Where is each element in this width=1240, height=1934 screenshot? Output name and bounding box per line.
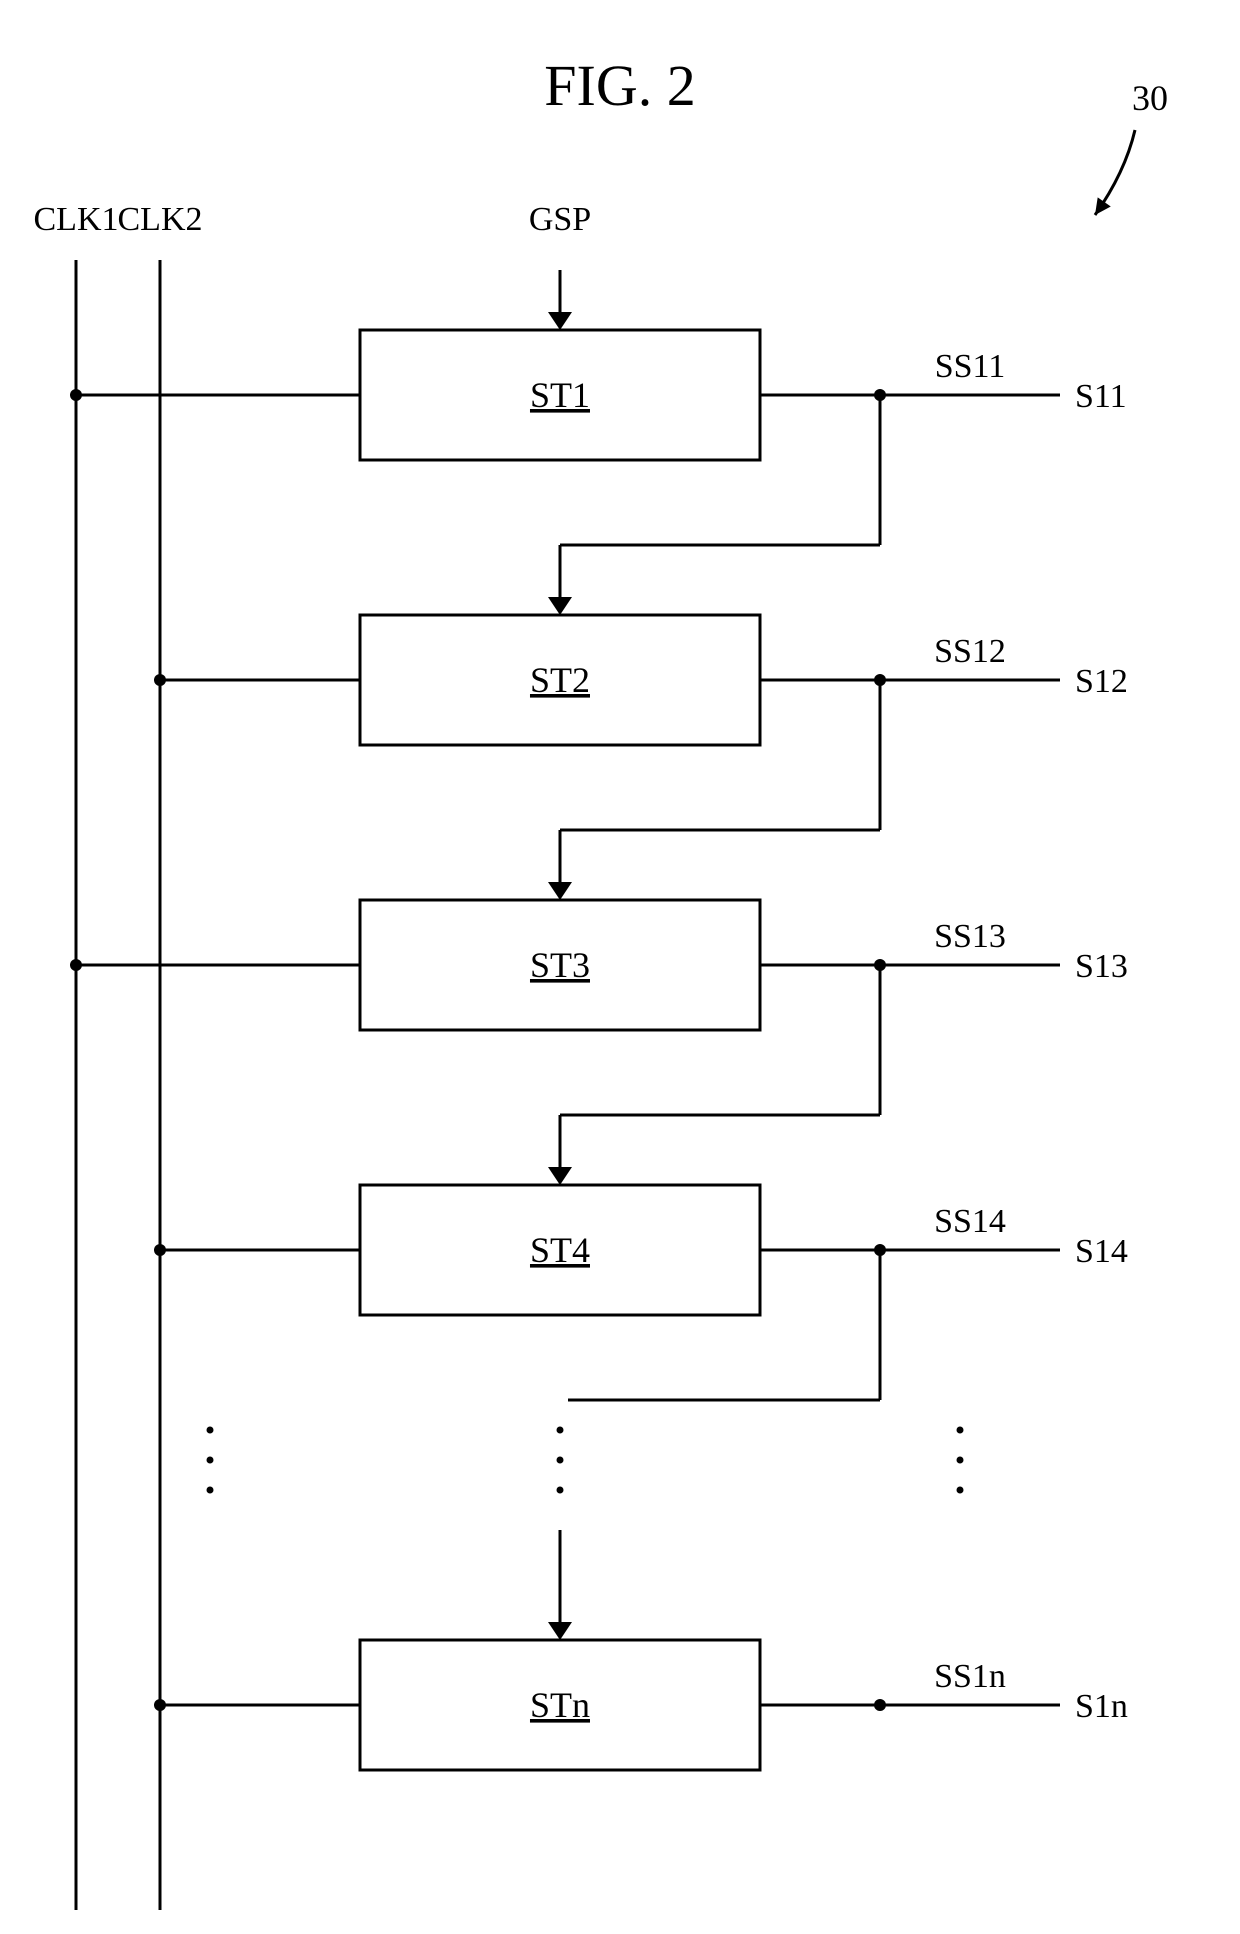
ellipsis-dot bbox=[557, 1457, 564, 1464]
ellipsis-dot bbox=[557, 1487, 564, 1494]
gsp-label: GSP bbox=[529, 201, 591, 238]
ellipsis-dot bbox=[557, 1427, 564, 1434]
s-label-ST2: S12 bbox=[1075, 663, 1128, 700]
ss-label-ST3: SS13 bbox=[934, 918, 1006, 955]
ellipsis-dot bbox=[957, 1487, 964, 1494]
s-label-ST4: S14 bbox=[1075, 1233, 1128, 1270]
stage-label-ST4: ST4 bbox=[530, 1230, 590, 1270]
figure-title: FIG. 2 bbox=[544, 53, 695, 118]
s-label-ST1: S11 bbox=[1075, 378, 1127, 415]
ref-number: 30 bbox=[1132, 78, 1168, 118]
ellipsis-dot bbox=[957, 1427, 964, 1434]
stage-label-STn: STn bbox=[530, 1685, 590, 1725]
clk2-label: CLK2 bbox=[118, 201, 203, 238]
clk1-label: CLK1 bbox=[34, 201, 119, 238]
ellipsis-dot bbox=[207, 1487, 214, 1494]
ss-label-ST2: SS12 bbox=[934, 633, 1006, 670]
s-label-ST3: S13 bbox=[1075, 948, 1128, 985]
ellipsis-dot bbox=[207, 1427, 214, 1434]
ss-label-ST4: SS14 bbox=[934, 1203, 1006, 1240]
stage-label-ST1: ST1 bbox=[530, 375, 590, 415]
ellipsis-dot bbox=[957, 1457, 964, 1464]
ss-label-ST1: SS11 bbox=[935, 348, 1006, 385]
ss-label-STn: SS1n bbox=[934, 1658, 1006, 1695]
stage-label-ST2: ST2 bbox=[530, 660, 590, 700]
ellipsis-dot bbox=[207, 1457, 214, 1464]
s-label-STn: S1n bbox=[1075, 1688, 1128, 1725]
shift-register-diagram: FIG. 2 30 CLK1CLK2 GSP ST1 SS11 S11 ST2 SS12 S12 S… bbox=[0, 0, 1240, 1934]
stage-label-ST3: ST3 bbox=[530, 945, 590, 985]
